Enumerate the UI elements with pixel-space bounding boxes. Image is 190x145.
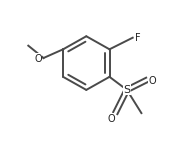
Text: S: S [123, 85, 131, 95]
Text: O: O [107, 114, 115, 124]
Text: O: O [34, 54, 42, 64]
Text: F: F [135, 33, 141, 43]
Text: O: O [148, 76, 156, 86]
